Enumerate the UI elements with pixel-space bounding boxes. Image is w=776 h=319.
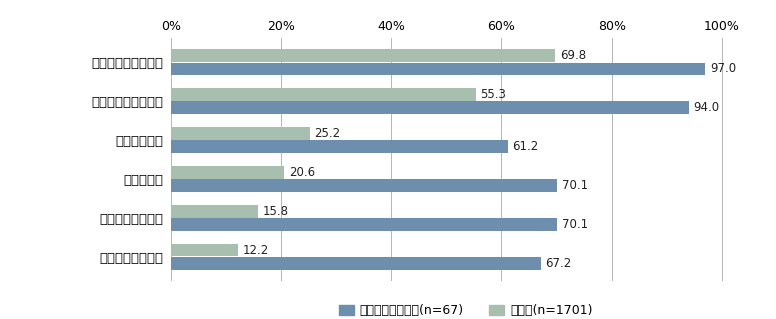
Text: 69.8: 69.8 bbox=[559, 49, 586, 62]
Text: 25.2: 25.2 bbox=[314, 127, 340, 140]
Bar bbox=[171, 179, 557, 192]
Text: 61.2: 61.2 bbox=[512, 140, 539, 153]
Text: 図表 14　働き方改革における取組: 図表 14 働き方改革における取組 bbox=[311, 10, 465, 25]
Bar bbox=[171, 101, 689, 114]
Text: 12.2: 12.2 bbox=[242, 244, 268, 257]
Bar bbox=[171, 88, 476, 101]
Bar bbox=[171, 166, 284, 179]
Legend: 都道府県・政令市(n=67), 市町村(n=1701): 都道府県・政令市(n=67), 市町村(n=1701) bbox=[334, 299, 598, 319]
Bar bbox=[171, 244, 238, 256]
Text: 70.1: 70.1 bbox=[562, 218, 587, 231]
Bar bbox=[171, 140, 508, 153]
Text: 97.0: 97.0 bbox=[710, 62, 736, 75]
Text: 20.6: 20.6 bbox=[289, 166, 315, 179]
Text: 15.8: 15.8 bbox=[262, 205, 288, 218]
Bar bbox=[171, 218, 557, 231]
Bar bbox=[171, 257, 541, 270]
Text: 70.1: 70.1 bbox=[562, 179, 587, 192]
Bar bbox=[171, 49, 556, 62]
Text: 55.3: 55.3 bbox=[480, 88, 506, 101]
Text: 94.0: 94.0 bbox=[693, 101, 719, 114]
Bar bbox=[171, 127, 310, 140]
Bar bbox=[171, 63, 705, 75]
Text: 67.2: 67.2 bbox=[546, 257, 572, 270]
Bar bbox=[171, 205, 258, 218]
